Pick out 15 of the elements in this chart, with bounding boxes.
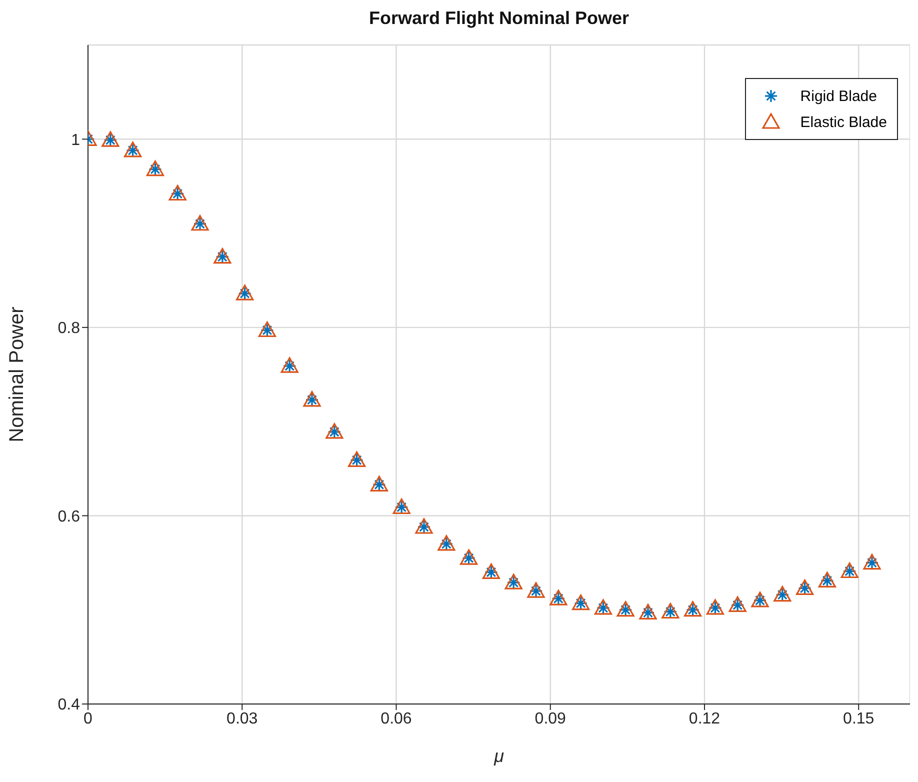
- chart-title: Forward Flight Nominal Power: [368, 8, 630, 30]
- legend-label: Elastic Blade: [800, 114, 887, 130]
- x-tick-label: 0.03: [226, 710, 258, 728]
- x-tick-label: 0.09: [534, 710, 566, 728]
- y-tick-label: 1: [71, 132, 80, 149]
- x-tick-label: 0.06: [380, 710, 412, 728]
- y-tick-label: 0.6: [58, 508, 80, 526]
- x-tick-label: 0.15: [843, 710, 874, 728]
- x-tick-label: 0: [84, 710, 93, 728]
- y-tick-label: 0.8: [58, 320, 80, 338]
- y-axis-title: Nominal Power: [6, 306, 28, 442]
- x-axis-title: μ: [493, 746, 504, 766]
- y-tick-label: 0.4: [58, 696, 80, 714]
- legend-label: Rigid Blade: [800, 88, 877, 104]
- x-tick-label: 0.12: [688, 710, 720, 728]
